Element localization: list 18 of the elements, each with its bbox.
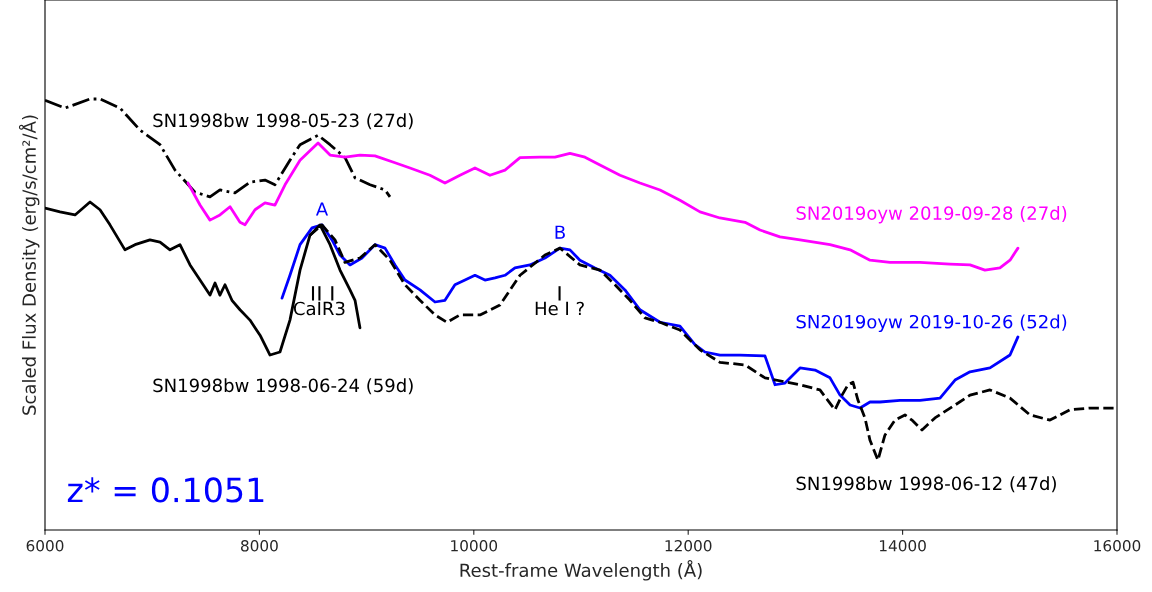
series-label: SN2019oyw 2019-10-26 (52d) — [796, 314, 1067, 333]
series-label: SN2019oyw 2019-09-28 (27d) — [796, 205, 1067, 224]
series-label: SN1998bw 1998-05-23 (27d) — [153, 113, 413, 130]
x-tick-label: 10000 — [451, 539, 498, 552]
series-label: SN1998bw 1998-06-24 (59d) — [153, 378, 413, 395]
annotation: B — [555, 225, 565, 239]
x-axis-title: Rest-frame Wavelength (Å) — [460, 560, 702, 581]
annotation: He I ? — [535, 301, 584, 316]
x-tick-label: 16000 — [1094, 539, 1141, 552]
x-tick-label: 6000 — [26, 539, 64, 552]
annotation: CaIR3 — [293, 301, 345, 316]
y-axis-title: Scaled Flux Density (erg/s/cm²/Å) — [18, 115, 40, 415]
x-tick-label: 8000 — [241, 539, 278, 552]
x-tick-label: 14000 — [879, 539, 926, 552]
text: SN1998bw 1998-06-12 (47d) — [796, 476, 1056, 493]
annotation: A — [315, 202, 329, 216]
x-tick-label: 12000 — [665, 539, 712, 552]
annotation: z* = 0.1051 — [67, 477, 264, 503]
